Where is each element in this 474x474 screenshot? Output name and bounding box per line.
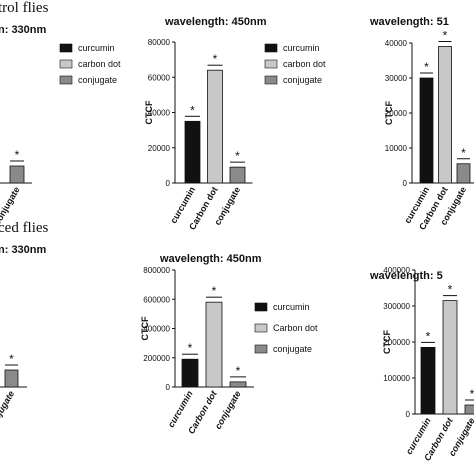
legend-label: conjugate — [78, 75, 117, 85]
significance-star: * — [470, 387, 474, 401]
legend-swatch — [264, 59, 278, 69]
y-tick-label: 60000 — [148, 73, 171, 82]
y-tick-label: 20000 — [148, 144, 171, 153]
chart-title: wavelength: 51 — [369, 16, 449, 28]
chart-title: wavelength: 450nm — [159, 253, 262, 265]
bar-stub — [4, 369, 19, 388]
y-tick-label: 200000 — [383, 338, 410, 347]
bar — [456, 163, 471, 184]
y-axis-label: CTCF — [382, 330, 392, 354]
chart-title: n: 330nm — [0, 244, 47, 256]
y-tick-label: 80000 — [148, 38, 171, 47]
y-tick-label: 10000 — [385, 144, 408, 153]
y-tick-label: 600000 — [143, 295, 170, 304]
legend-swatch — [264, 75, 278, 85]
chart-title: n: 330nm — [0, 24, 47, 36]
significance-star: * — [236, 364, 241, 378]
legend-label: curcumin — [78, 43, 115, 53]
significance-star: * — [461, 146, 466, 160]
legend-label: conjugate — [273, 344, 312, 354]
significance-star: * — [9, 352, 14, 366]
y-tick-label: 0 — [403, 179, 408, 188]
bar-stub — [9, 165, 25, 184]
y-tick-label: 300000 — [383, 302, 410, 311]
y-tick-label: 0 — [166, 383, 171, 392]
legend-swatch — [59, 75, 73, 85]
panel-label: ced flies — [0, 220, 49, 236]
y-axis-label: CTCF — [384, 101, 394, 125]
legend-swatch — [254, 323, 268, 333]
y-tick-label: 0 — [166, 179, 171, 188]
y-tick-label: 400000 — [383, 266, 410, 275]
legend-label: carbon dot — [283, 59, 326, 69]
bar — [438, 46, 452, 184]
y-tick-label: 20000 — [385, 109, 408, 118]
chart-title: wavelength: 5 — [369, 270, 443, 282]
bar — [207, 69, 223, 184]
legend-label: curcumin — [283, 43, 320, 53]
significance-star: * — [188, 341, 193, 355]
legend-swatch — [59, 59, 73, 69]
y-tick-label: 0 — [406, 410, 411, 419]
y-tick-label: 200000 — [143, 354, 170, 363]
significance-star: * — [213, 52, 218, 66]
legend-swatch — [254, 344, 268, 354]
legend-swatch — [59, 43, 73, 53]
legend-label: conjugate — [283, 75, 322, 85]
significance-star: * — [443, 29, 448, 43]
significance-star: * — [212, 284, 217, 298]
y-tick-label: 30000 — [385, 74, 408, 83]
y-tick-label: 800000 — [143, 266, 170, 275]
y-tick-label: 100000 — [383, 374, 410, 383]
legend-swatch — [264, 43, 278, 53]
bar — [419, 77, 434, 184]
bar — [229, 381, 247, 388]
y-tick-label: 400000 — [143, 325, 170, 334]
legend-label: curcumin — [273, 302, 310, 312]
bar — [442, 300, 458, 415]
bar — [229, 166, 246, 184]
significance-star: * — [190, 103, 195, 117]
panel-label: trol flies — [0, 0, 49, 16]
chart-title: wavelength: 450nm — [164, 16, 267, 28]
y-tick-label: 40000 — [148, 109, 171, 118]
y-axis-label: CTCF — [144, 100, 154, 124]
legend-label: Carbon dot — [273, 323, 318, 333]
y-tick-label: 40000 — [385, 39, 408, 48]
bar — [464, 404, 474, 415]
y-axis-label: CTCF — [140, 316, 150, 340]
significance-star: * — [424, 60, 429, 74]
bar — [184, 120, 201, 184]
significance-star: * — [448, 283, 453, 297]
significance-star: * — [235, 149, 240, 163]
legend-swatch — [254, 302, 268, 312]
legend-label: carbon dot — [78, 59, 121, 69]
x-tick-label: conjugate — [0, 389, 16, 431]
significance-star: * — [426, 329, 431, 343]
bar — [181, 358, 199, 388]
bar — [420, 346, 436, 415]
bar — [205, 301, 223, 388]
significance-star: * — [15, 148, 20, 162]
